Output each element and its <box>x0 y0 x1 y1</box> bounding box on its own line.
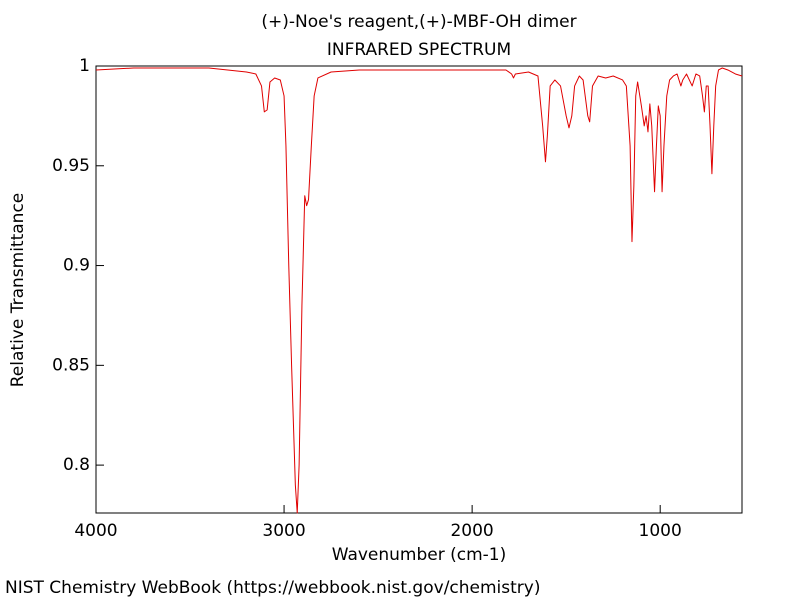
x-tick-label: 3000 <box>262 521 305 541</box>
x-tick-label: 1000 <box>639 521 682 541</box>
x-axis-label: Wavenumber (cm-1) <box>332 545 507 565</box>
y-tick-label: 0.8 <box>63 455 90 475</box>
y-tick-label: 0.85 <box>52 355 90 375</box>
y-axis-label: Relative Transmittance <box>8 193 28 388</box>
x-tick-label: 2000 <box>450 521 493 541</box>
plot-frame <box>95 65 743 514</box>
source-note: NIST Chemistry WebBook (https://webbook.… <box>5 578 540 598</box>
y-tick-label: 0.9 <box>63 256 90 276</box>
x-tick-label: 4000 <box>74 521 117 541</box>
y-tick-label: 0.95 <box>52 156 90 176</box>
y-tick-label: 1 <box>79 56 90 76</box>
chart-title: (+)-Noe's reagent,(+)-MBF-OH dimer <box>261 12 576 32</box>
spectrum-line <box>95 67 743 514</box>
chart-subtitle: INFRARED SPECTRUM <box>327 40 511 60</box>
